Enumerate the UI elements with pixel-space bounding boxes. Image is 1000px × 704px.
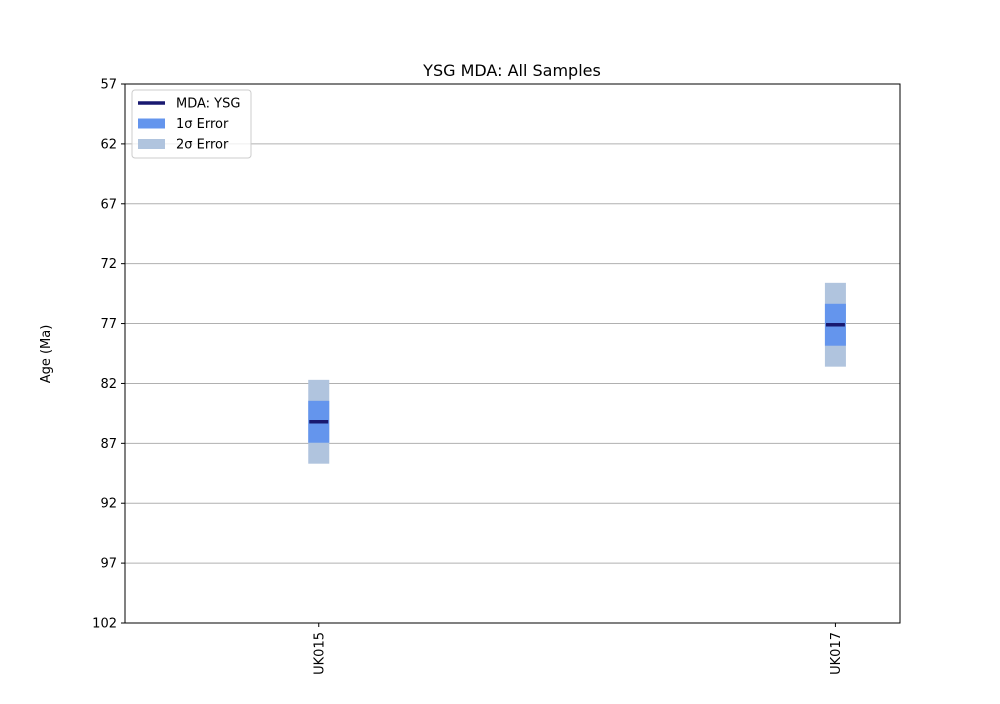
y-axis-label: Age (Ma): [39, 325, 54, 384]
y-tick-label: 97: [100, 557, 117, 572]
legend-patch-swatch: [138, 139, 165, 149]
error-bars: [308, 282, 846, 464]
chart-title: YSG MDA: All Samples: [422, 61, 601, 80]
legend-label: 2σ Error: [176, 138, 229, 153]
x-tick-label: UK015: [312, 632, 327, 675]
grid-lines: [125, 143, 900, 564]
y-tick-label: 72: [100, 257, 117, 272]
y-tick-label: 77: [100, 317, 117, 332]
legend-label: MDA: YSG: [176, 97, 240, 112]
y-tick-label: 102: [92, 617, 117, 632]
y-tick-label: 92: [100, 497, 117, 512]
legend-entries: MDA: YSG 1σ Error 2σ Error: [138, 97, 240, 153]
y-tick-label: 67: [100, 197, 117, 212]
legend-label: 1σ Error: [176, 117, 229, 132]
y-tick-label: 57: [100, 78, 117, 93]
legend: MDA: YSG 1σ Error 2σ Error: [131, 89, 252, 159]
plot-frame: [124, 83, 901, 624]
y-tick-label: 82: [100, 377, 117, 392]
y-tick-label: 87: [100, 437, 117, 452]
y-tick-label: 62: [100, 137, 117, 152]
y-axis-ticks: 57 62 67 72 77 82 87 92 97 102: [92, 78, 125, 632]
legend-patch-swatch: [138, 118, 165, 129]
x-tick-label: UK017: [829, 632, 844, 675]
x-axis-ticks: UK015 UK017: [312, 623, 844, 675]
